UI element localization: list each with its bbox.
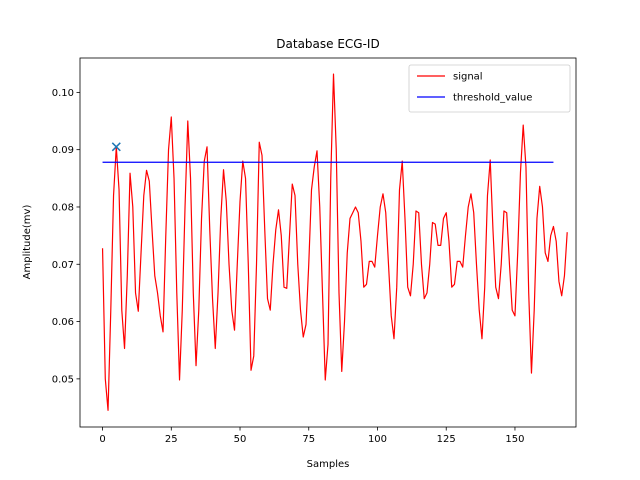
legend: signal threshold_value — [408, 64, 571, 113]
legend-label-signal: signal — [453, 72, 483, 83]
axes: 0 25 50 75 100 125 150 0.05 0.06 0.07 0.08 0.09 0.10 — [52, 57, 577, 445]
x-tick-label: 75 — [302, 434, 315, 445]
legend-box — [408, 64, 571, 113]
x-tick-label: 25 — [165, 434, 178, 445]
y-tick-label: 0.05 — [52, 374, 74, 385]
signal-line — [101, 73, 568, 411]
axes-frame — [79, 57, 577, 428]
chart-title: Database ECG-ID — [276, 37, 379, 51]
x-tick-label: 150 — [505, 434, 524, 445]
plot-area — [101, 73, 568, 411]
x-tick-label: 125 — [437, 434, 456, 445]
y-axis-label: Amplitude(mv) — [22, 205, 33, 280]
y-tick-label: 0.07 — [52, 260, 74, 271]
x-axis-label: Samples — [307, 459, 350, 470]
y-tick-label: 0.09 — [52, 145, 74, 156]
legend-label-threshold-value: threshold_value — [453, 93, 532, 104]
y-tick-label: 0.10 — [52, 88, 74, 99]
x-tick-label: 100 — [368, 434, 387, 445]
peak-marker — [111, 142, 121, 152]
peak-marker-stroke — [111, 142, 121, 152]
x-tick-label: 50 — [234, 434, 247, 445]
y-tick-label: 0.08 — [52, 202, 74, 213]
y-tick-label: 0.06 — [52, 317, 74, 328]
x-tick-label: 0 — [99, 434, 105, 445]
